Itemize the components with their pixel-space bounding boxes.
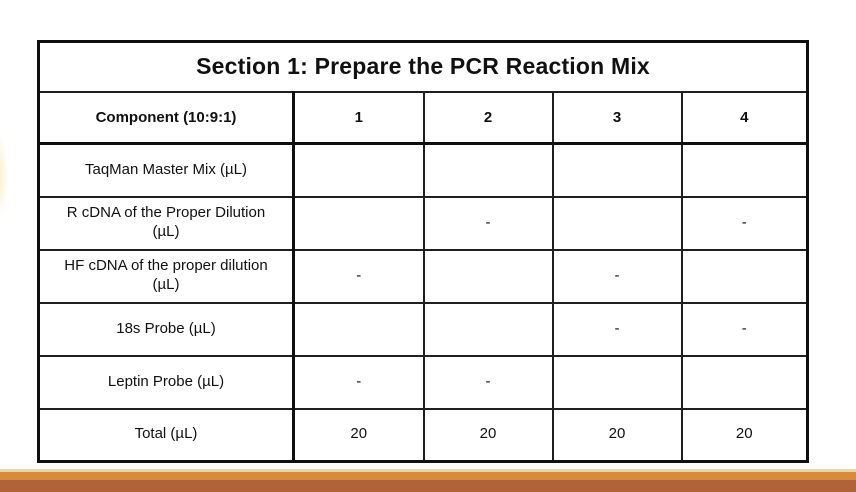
table-title: Section 1: Prepare the PCR Reaction Mix bbox=[37, 40, 809, 93]
value-cell: - bbox=[551, 248, 683, 304]
row-label: R cDNA of the Proper Dilution (µL) bbox=[37, 195, 295, 251]
edge-smudge-artifact bbox=[0, 133, 8, 221]
value-cell bbox=[551, 195, 683, 251]
row-label: Leptin Probe (µL) bbox=[37, 354, 295, 410]
reaction-column-header: 3 bbox=[551, 90, 683, 145]
value-cell bbox=[680, 354, 809, 410]
value-cell bbox=[551, 142, 683, 198]
reaction-column-header: 1 bbox=[292, 90, 425, 145]
reaction-column-header: 2 bbox=[422, 90, 554, 145]
footer-stripe-orange bbox=[0, 472, 856, 480]
value-cell bbox=[422, 301, 554, 357]
value-cell bbox=[680, 248, 809, 304]
value-cell: - bbox=[292, 354, 425, 410]
value-cell: - bbox=[551, 301, 683, 357]
value-cell bbox=[422, 142, 554, 198]
value-cell bbox=[292, 301, 425, 357]
footer-stripe-brown bbox=[0, 480, 856, 492]
reaction-column-header: 4 bbox=[680, 90, 809, 145]
value-cell bbox=[680, 142, 809, 198]
value-cell: - bbox=[422, 354, 554, 410]
table-header-row: Component (10:9:1) 1 2 3 4 bbox=[37, 90, 809, 145]
table-row: 18s Probe (µL) - - bbox=[37, 301, 809, 357]
value-cell: 20 bbox=[680, 407, 809, 463]
table-row: TaqMan Master Mix (µL) bbox=[37, 142, 809, 198]
value-cell: 20 bbox=[551, 407, 683, 463]
value-cell bbox=[292, 195, 425, 251]
row-label: TaqMan Master Mix (µL) bbox=[37, 142, 295, 198]
value-cell: - bbox=[680, 301, 809, 357]
table-row: Leptin Probe (µL) - - bbox=[37, 354, 809, 410]
table-title-row: Section 1: Prepare the PCR Reaction Mix bbox=[37, 40, 809, 93]
value-cell: - bbox=[292, 248, 425, 304]
pcr-reaction-mix-table: Section 1: Prepare the PCR Reaction Mix … bbox=[37, 40, 809, 463]
row-label: HF cDNA of the proper dilution (µL) bbox=[37, 248, 295, 304]
value-cell bbox=[551, 354, 683, 410]
table-row: HF cDNA of the proper dilution (µL) - - bbox=[37, 248, 809, 304]
value-cell: - bbox=[422, 195, 554, 251]
value-cell: - bbox=[680, 195, 809, 251]
component-column-header: Component (10:9:1) bbox=[37, 90, 295, 145]
value-cell: 20 bbox=[422, 407, 554, 463]
table-row: Total (µL) 20 20 20 20 bbox=[37, 407, 809, 463]
row-label: 18s Probe (µL) bbox=[37, 301, 295, 357]
table-row: R cDNA of the Proper Dilution (µL) - - bbox=[37, 195, 809, 251]
value-cell bbox=[292, 142, 425, 198]
footer-stripe-cream bbox=[0, 469, 856, 472]
row-label: Total (µL) bbox=[37, 407, 295, 463]
value-cell: 20 bbox=[292, 407, 425, 463]
value-cell bbox=[422, 248, 554, 304]
